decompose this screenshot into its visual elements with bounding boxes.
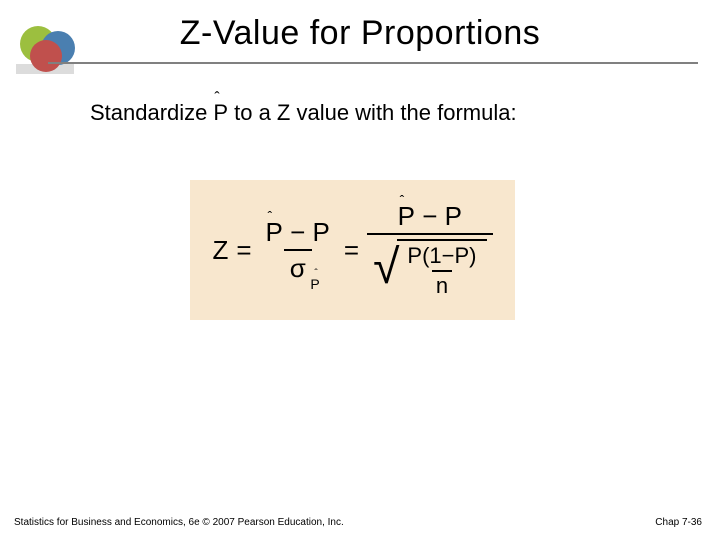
frac2-num: ˆ P − P [392, 203, 468, 233]
sqrt-body: P(1−P) n [397, 239, 486, 297]
frac2-den: √ P(1−P) n [367, 233, 492, 297]
footer-page: Chap 7-36 [655, 517, 702, 528]
frac1-den: σ ˆ P [284, 249, 312, 281]
phat-symbol: ˆ P [213, 100, 228, 126]
inner-den: n [432, 270, 452, 297]
title-rule [48, 62, 698, 64]
inner-fraction: P(1−P) n [403, 245, 480, 297]
sqrt: √ P(1−P) n [373, 239, 486, 297]
z-symbol: Z [212, 235, 228, 266]
formula: Z = ˆ P − P σ ˆ P [212, 203, 492, 297]
fraction-1: ˆ P − P σ ˆ P [260, 219, 336, 281]
subtitle: Standardize ˆ P to a Z value with the fo… [90, 100, 517, 126]
hat-icon: ˆ [400, 193, 405, 207]
phat-num1: ˆ P [266, 219, 283, 245]
equals-1: = [236, 235, 251, 266]
formula-box: Z = ˆ P − P σ ˆ P [190, 180, 515, 320]
subtitle-before: Standardize [90, 100, 207, 126]
phat-num2: ˆ P [398, 203, 415, 229]
hat-icon: ˆ [268, 209, 273, 223]
footer-copyright: Statistics for Business and Economics, 6… [14, 517, 344, 528]
hat-icon: ˆ [214, 90, 219, 108]
fraction-2: ˆ P − P √ P(1−P) n [367, 203, 492, 297]
slide: Z-Value for Proportions Standardize ˆ P … [0, 0, 720, 540]
equals-2: = [344, 235, 359, 266]
frac1-num: ˆ P − P [260, 219, 336, 249]
sigma-phat: σ ˆ P [290, 255, 306, 281]
inner-num: P(1−P) [403, 245, 480, 270]
page-title: Z-Value for Proportions [0, 14, 720, 53]
subtitle-after: to a Z value with the formula: [234, 100, 516, 126]
